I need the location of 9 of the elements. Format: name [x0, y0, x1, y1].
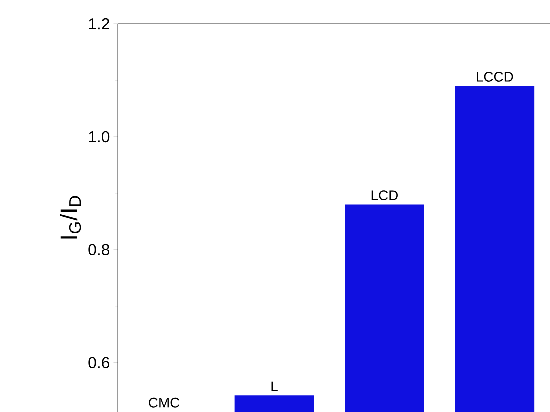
x-tick-label: LCCD: [477, 72, 514, 82]
y-tick-label: 1.0: [89, 131, 110, 143]
y-tick-label: 0.8: [88, 244, 110, 256]
x-tick-label: LCD: [372, 190, 398, 201]
y-axis-title: I$_{G}$/I$_{D}$: [60, 196, 82, 239]
y-tick-label: 1.2: [89, 18, 110, 30]
y-tick-label: 0.6: [88, 357, 110, 369]
x-tick-label: L: [272, 382, 278, 392]
x-tick-label: CMC: [149, 398, 180, 408]
